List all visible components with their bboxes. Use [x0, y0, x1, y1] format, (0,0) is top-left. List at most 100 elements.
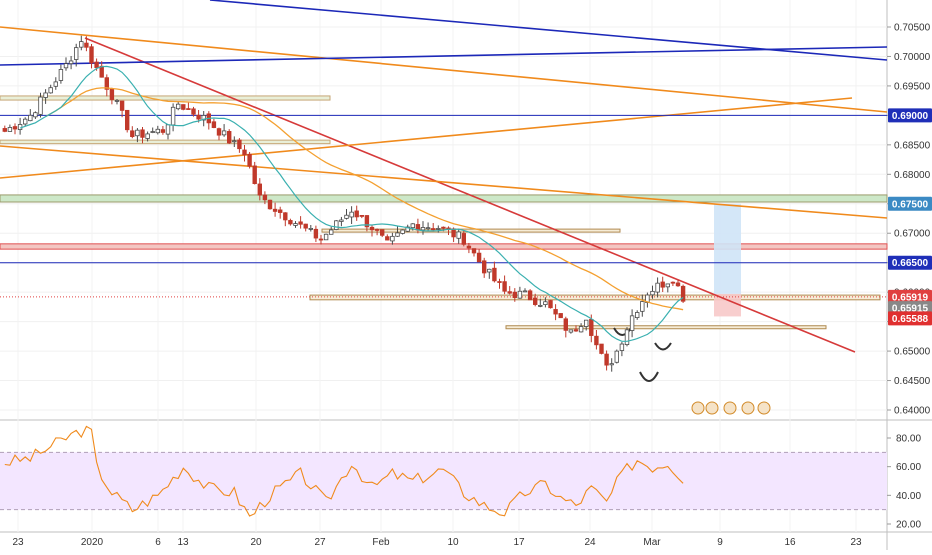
candle-body: [328, 229, 334, 235]
candle-body: [165, 124, 171, 135]
candle-body: [38, 96, 43, 115]
candle-body: [84, 42, 89, 48]
candle-body: [660, 281, 665, 288]
candle-body: [150, 131, 155, 133]
candle-body: [221, 130, 227, 136]
rsi-line: [4, 425, 684, 517]
candle-body: [553, 309, 558, 315]
candle-body: [420, 227, 426, 231]
rsi-tick-label: 80.00: [896, 434, 921, 445]
event-flag-icon: [723, 401, 737, 415]
candle-body: [89, 46, 94, 64]
candle-body: [28, 114, 33, 122]
price-tick-label: 0.69500: [894, 81, 931, 92]
candle-body: [410, 223, 415, 229]
rsi-tick-label: 20.00: [896, 520, 921, 531]
candle-body: [237, 139, 242, 150]
candle-body: [543, 301, 548, 306]
price-badge-label: 0.66500: [892, 258, 929, 269]
candle-body: [201, 115, 206, 121]
candle-body: [481, 260, 487, 274]
candle-body: [675, 282, 681, 287]
candle-body: [471, 248, 477, 254]
time-tick-label: 16: [784, 537, 796, 548]
candle-body: [130, 130, 135, 137]
candle-body: [12, 126, 18, 130]
price-tick-label: 0.70000: [894, 52, 931, 63]
zones-layer: [0, 95, 888, 330]
candle-body: [119, 100, 125, 111]
candle-body: [507, 291, 512, 294]
candle-body: [573, 329, 579, 332]
candle-body: [558, 313, 563, 319]
candle-body: [395, 232, 400, 237]
candle-body: [374, 229, 380, 231]
candle-body: [181, 104, 186, 110]
zone-0-6540: [505, 325, 827, 330]
candle-body: [379, 229, 385, 236]
trendline-blue-2: [0, 46, 888, 66]
candle-body: [104, 77, 109, 90]
candle-body: [211, 121, 217, 128]
candle-body: [619, 343, 625, 351]
candle-body: [79, 41, 84, 48]
price-tick-label: 0.67000: [894, 229, 931, 240]
candle-body: [349, 211, 354, 218]
candle-body: [609, 363, 614, 366]
candle-body: [364, 215, 370, 228]
candle-body: [48, 87, 53, 94]
price-badge: [888, 289, 932, 304]
candle-body: [614, 350, 619, 363]
candle-body: [451, 228, 456, 238]
candle-body: [257, 183, 262, 196]
candle-body: [441, 226, 446, 229]
event-flag-icon: [705, 401, 719, 415]
price-badge-label: 0.65588: [892, 314, 929, 325]
moving-average-slow: [45, 87, 684, 311]
time-tick-label: Mar: [643, 537, 661, 548]
pattern-left-shoulder: [613, 327, 632, 336]
pattern-head: [639, 371, 659, 382]
price-badge-label: 0.65915: [892, 304, 929, 315]
time-tick-label: 2020: [81, 537, 104, 548]
candle-body: [155, 128, 160, 134]
candle-body: [43, 92, 48, 98]
candle-body: [109, 88, 115, 100]
rsi-band: [0, 452, 887, 510]
candle-body: [170, 106, 176, 126]
time-tick-label: 24: [584, 537, 596, 548]
candle-body: [354, 210, 359, 218]
price-tick-label: 0.64000: [894, 406, 931, 417]
price-tick-label: 0.68000: [894, 170, 931, 181]
candle-body: [68, 60, 74, 65]
time-tick-label: Feb: [372, 537, 390, 548]
candle-body: [7, 127, 13, 132]
price-badge: [888, 255, 932, 270]
candle-body: [502, 281, 507, 292]
candle-body: [339, 219, 344, 222]
trendline-red: [84, 37, 856, 353]
zone-0-6760: [0, 194, 888, 203]
badges-layer: 0.69000 0.67500 0.66500 0.659190.659150.655…: [691, 108, 932, 415]
candle-body: [267, 199, 273, 210]
candle-body: [533, 297, 538, 305]
candle-body: [191, 108, 196, 115]
candle-body: [58, 69, 64, 81]
candle-body: [145, 133, 150, 139]
price-tick-label: 0.65000: [894, 347, 931, 358]
price-badge: [888, 108, 932, 123]
candle-body: [293, 223, 298, 226]
event-flag-icon: [741, 401, 755, 415]
candle-body: [125, 109, 130, 131]
event-flag-icon: [691, 401, 705, 415]
candle-body: [344, 214, 349, 219]
candle-body: [22, 118, 28, 125]
time-tick-label: 6: [155, 537, 161, 548]
candle-body: [334, 220, 339, 230]
candle-body: [186, 108, 191, 110]
candle-body: [604, 353, 609, 366]
time-tick-label: 13: [177, 537, 189, 548]
candle-body: [624, 329, 630, 346]
rsi-tick-label: 60.00: [896, 462, 921, 473]
